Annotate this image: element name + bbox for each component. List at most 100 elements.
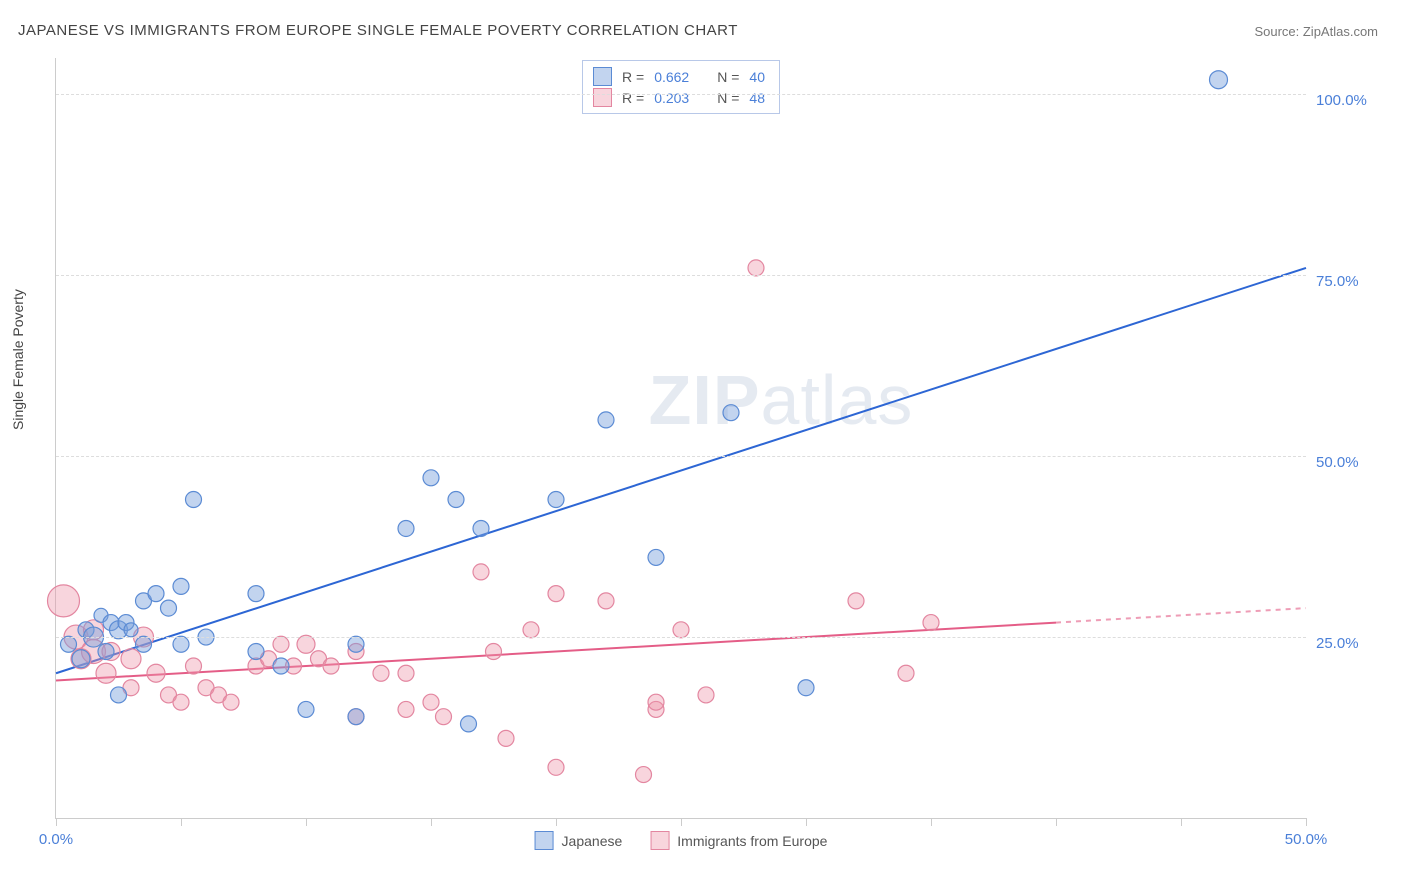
data-point — [598, 412, 614, 428]
legend-correlation-row: R =0.203N =48 — [593, 87, 765, 108]
x-tick-label: 50.0% — [1285, 831, 1328, 848]
legend-r-label: R = — [622, 90, 644, 106]
x-tick — [931, 818, 932, 826]
x-tick — [1056, 818, 1057, 826]
data-point — [473, 520, 489, 536]
x-tick — [431, 818, 432, 826]
data-point — [898, 665, 914, 681]
legend-series-label: Immigrants from Europe — [677, 833, 827, 849]
data-point — [923, 615, 939, 631]
data-point — [1210, 71, 1228, 89]
data-point — [398, 701, 414, 717]
data-point — [61, 636, 77, 652]
x-tick — [806, 818, 807, 826]
data-point — [147, 664, 165, 682]
legend-r-value: 0.203 — [654, 90, 689, 106]
data-point — [161, 600, 177, 616]
legend-r-label: R = — [622, 69, 644, 85]
legend-r-value: 0.662 — [654, 69, 689, 85]
data-point — [548, 586, 564, 602]
x-tick — [306, 818, 307, 826]
data-point — [111, 687, 127, 703]
data-point — [173, 694, 189, 710]
legend-n-label: N = — [717, 90, 739, 106]
data-point — [848, 593, 864, 609]
data-point — [373, 665, 389, 681]
legend-series-item: Immigrants from Europe — [650, 831, 827, 850]
regression-line-dashed — [1056, 608, 1306, 622]
regression-line — [56, 268, 1306, 673]
data-point — [72, 650, 90, 668]
plot-area: ZIPatlas R =0.662N =40R =0.203N =48 Japa… — [55, 58, 1306, 819]
data-point — [461, 716, 477, 732]
legend-swatch-icon — [650, 831, 669, 850]
y-tick-label: 50.0% — [1316, 454, 1376, 471]
data-point — [398, 520, 414, 536]
data-point — [523, 622, 539, 638]
data-point — [598, 593, 614, 609]
x-tick — [556, 818, 557, 826]
legend-swatch-icon — [593, 88, 612, 107]
chart-container: JAPANESE VS IMMIGRANTS FROM EUROPE SINGL… — [0, 0, 1406, 892]
x-tick-label: 0.0% — [39, 831, 73, 848]
data-point — [548, 492, 564, 508]
legend-swatch-icon — [593, 67, 612, 86]
data-point — [223, 694, 239, 710]
data-point — [98, 644, 114, 660]
plot-svg — [56, 58, 1306, 818]
data-point — [548, 759, 564, 775]
data-point — [173, 578, 189, 594]
data-point — [298, 701, 314, 717]
data-point — [673, 622, 689, 638]
data-point — [398, 665, 414, 681]
legend-n-label: N = — [717, 69, 739, 85]
x-tick — [1181, 818, 1182, 826]
data-point — [136, 636, 152, 652]
gridline — [56, 94, 1306, 95]
x-tick — [1306, 818, 1307, 826]
data-point — [486, 644, 502, 660]
legend-correlation-row: R = 0.662 N = 40 — [593, 66, 765, 87]
data-point — [748, 260, 764, 276]
data-point — [348, 636, 364, 652]
data-point — [186, 658, 202, 674]
y-tick-label: 25.0% — [1316, 635, 1376, 652]
data-point — [498, 730, 514, 746]
legend-correlation: R =0.662N =40R =0.203N =48 — [582, 60, 780, 114]
legend-series: Japanese Immigrants from Europe — [535, 831, 828, 850]
data-point — [248, 586, 264, 602]
gridline — [56, 637, 1306, 638]
gridline — [56, 275, 1306, 276]
x-tick — [56, 818, 57, 826]
data-point — [648, 694, 664, 710]
chart-title: JAPANESE VS IMMIGRANTS FROM EUROPE SINGL… — [18, 22, 738, 39]
data-point — [148, 586, 164, 602]
data-point — [436, 709, 452, 725]
data-point — [348, 709, 364, 725]
data-point — [48, 585, 80, 617]
data-point — [723, 405, 739, 421]
data-point — [124, 623, 138, 637]
data-point — [273, 636, 289, 652]
data-point — [798, 680, 814, 696]
data-point — [273, 658, 289, 674]
data-point — [473, 564, 489, 580]
gridline — [56, 456, 1306, 457]
y-tick-label: 75.0% — [1316, 273, 1376, 290]
data-point — [448, 492, 464, 508]
data-point — [96, 663, 116, 683]
data-point — [186, 492, 202, 508]
data-point — [423, 470, 439, 486]
data-point — [323, 658, 339, 674]
y-tick-label: 100.0% — [1316, 92, 1376, 109]
x-tick — [181, 818, 182, 826]
legend-series-label: Japanese — [562, 833, 623, 849]
legend-n-value: 40 — [749, 69, 765, 85]
data-point — [248, 644, 264, 660]
data-point — [121, 649, 141, 669]
data-point — [636, 767, 652, 783]
y-axis-label: Single Female Poverty — [10, 289, 26, 430]
legend-swatch-icon — [535, 831, 554, 850]
source-label: Source: ZipAtlas.com — [1254, 24, 1378, 39]
data-point — [173, 636, 189, 652]
